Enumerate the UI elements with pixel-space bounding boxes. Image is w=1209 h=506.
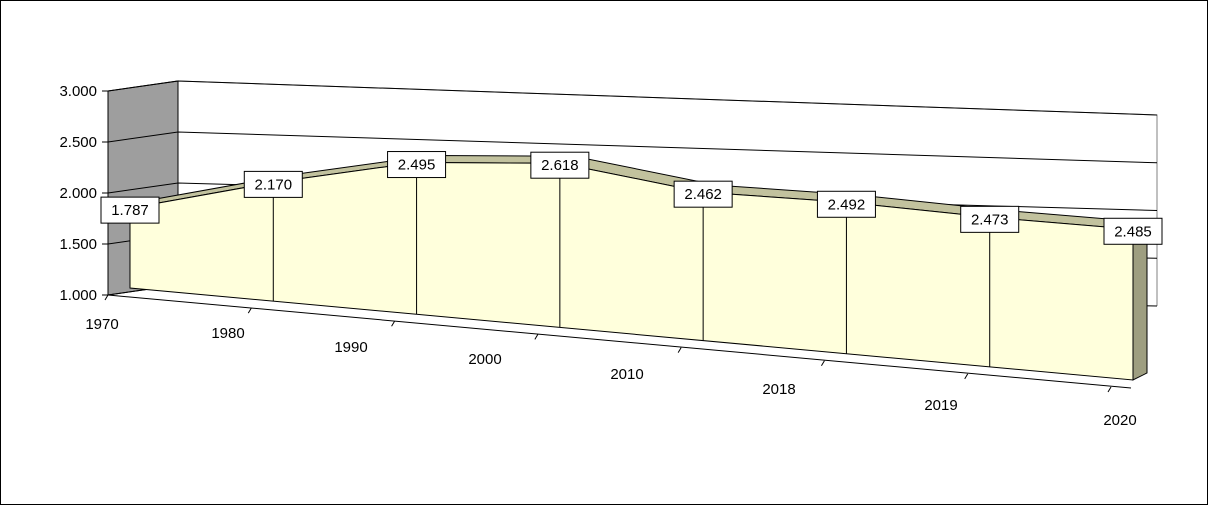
x-tick (104, 294, 109, 301)
data-label: 2.618 (541, 157, 579, 174)
x-tick-label: 2020 (1103, 412, 1136, 429)
data-label: 1.787 (111, 202, 149, 219)
gridline (107, 80, 1158, 116)
x-tick-label: 2010 (610, 366, 643, 383)
y-tick-label: 1.500 (59, 236, 97, 253)
data-label-box (530, 151, 590, 179)
data-label: 2.485 (1114, 223, 1152, 240)
x-axis-line (107, 294, 1132, 389)
x-tick (677, 347, 682, 353)
x-tick (247, 307, 252, 314)
y-tick-label: 2.000 (59, 185, 97, 202)
data-label-box (1103, 217, 1163, 245)
data-label: 2.473 (971, 211, 1009, 228)
data-label: 2.492 (828, 196, 866, 213)
y-tick-label: 3.000 (59, 83, 97, 100)
x-tick-label: 1990 (334, 339, 367, 356)
y-tick-label: 1.000 (59, 287, 97, 304)
category-dividers (272, 162, 991, 367)
x-tick-label: 2018 (762, 381, 795, 398)
data-label-box (816, 190, 876, 218)
data-labels: 1.787 2.170 2.495 2.618 2.462 2.492 2.473 2.485 (100, 151, 1163, 245)
x-tick-label: 1970 (85, 316, 118, 333)
data-label-box (673, 180, 733, 208)
data-label-box (960, 205, 1020, 233)
area-series (129, 154, 1149, 381)
data-label-box (100, 196, 160, 224)
data-label-box (387, 151, 447, 179)
data-label-box (243, 170, 303, 198)
data-label: 2.462 (684, 186, 722, 203)
x-tick (820, 360, 825, 366)
data-label: 2.495 (398, 157, 436, 174)
x-tick (391, 321, 396, 327)
x-tick-label: 2019 (924, 397, 957, 414)
x-axis: 1970 1980 1990 2000 2010 2018 2019 2020 (85, 294, 1137, 429)
x-tick (534, 334, 539, 340)
area-end-face (1132, 221, 1148, 381)
y-axis: 1.000 1.500 2.000 2.500 3.000 (59, 83, 109, 304)
x-tick-label: 1980 (211, 325, 244, 342)
x-tick (964, 373, 969, 380)
x-tick-label: 2000 (468, 351, 501, 368)
y-tick-label: 2.500 (59, 134, 97, 151)
data-label: 2.170 (255, 176, 293, 193)
x-tick (1107, 386, 1112, 393)
gridline (107, 131, 1158, 164)
